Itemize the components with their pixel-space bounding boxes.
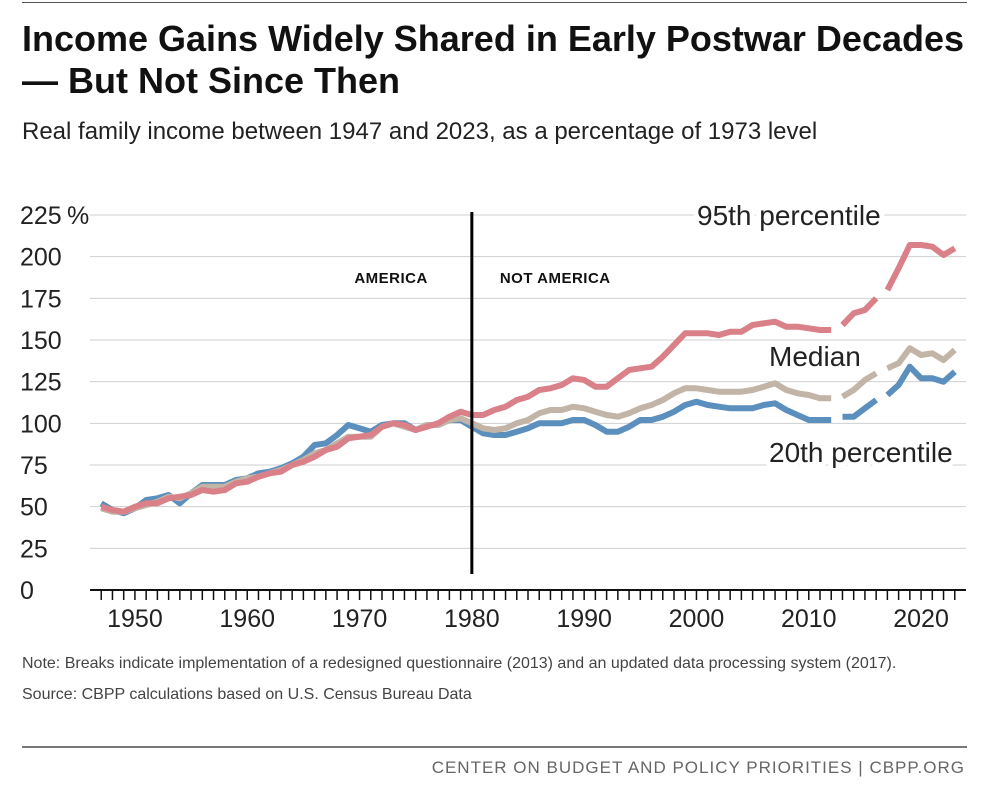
y-tick-label: 25 [20, 535, 48, 563]
bottom-rule [22, 746, 967, 748]
series-line-median-seg2 [886, 345, 957, 372]
y-axis-labels: 0 25 50 75 100 125 150 175 200 225% [20, 202, 89, 605]
x-tick-label: 1970 [332, 605, 388, 633]
x-tick-label: 2010 [781, 605, 837, 633]
series-line-median-seg1 [840, 370, 878, 400]
series-label-halo-95th-percentile: 95th percentile [697, 200, 881, 231]
y-tick-label: 75 [20, 452, 48, 480]
y-tick-label: 175 [20, 285, 62, 313]
x-tick-label: 2020 [893, 605, 949, 633]
series-line-95th-percentile-seg2 [884, 242, 957, 292]
y-unit-label: % [67, 202, 89, 230]
y-tick-label: 225 [20, 202, 62, 230]
series-line-95th-percentile-seg1 [840, 296, 879, 328]
series-line-median-seg0 [100, 380, 832, 515]
series-label-halo-median: Median [769, 341, 861, 372]
x-axis: 1950 1960 1970 1980 1990 2000 2010 2020 [90, 589, 966, 633]
series-label-20th-percentile: 20th percentile [769, 437, 953, 468]
x-tick-label: 1980 [444, 605, 500, 633]
footer-credit: CENTER ON BUDGET AND POLICY PRIORITIES |… [431, 758, 965, 777]
source-text: Source: CBPP calculations based on U.S. … [22, 686, 472, 703]
divider-right-label: NOT AMERICA [500, 270, 611, 287]
note-text: Note: Breaks indicate implementation of … [22, 655, 897, 672]
notes-block: Note: Breaks indicate implementation of … [22, 652, 962, 714]
top-rule [22, 2, 967, 3]
series-label-95th-percentile: 95th percentile [697, 200, 881, 231]
chart-title: Income Gains Widely Shared in Early Post… [22, 18, 965, 101]
series-line-20th-percentile-seg2 [885, 363, 957, 398]
series-line-20th-percentile-seg1 [842, 397, 878, 420]
x-tick-label: 1960 [219, 605, 275, 633]
y-tick-label: 150 [20, 327, 62, 355]
series-line-95th-percentile-seg0 [100, 318, 832, 515]
y-tick-label: 125 [20, 369, 62, 397]
grid-lines [90, 214, 966, 549]
series-label-median: Median [769, 341, 861, 372]
divider-left-label: AMERICA [354, 270, 428, 287]
y-tick-label: 100 [20, 410, 62, 438]
chart-subtitle: Real family income between 1947 and 2023… [22, 118, 818, 145]
x-tick-label: 1950 [107, 605, 163, 633]
x-tick-label: 1990 [556, 605, 612, 633]
series-lines [99, 242, 957, 517]
y-tick-label: 200 [20, 244, 62, 272]
y-tick-label: 50 [20, 494, 48, 522]
y-tick-label: 0 [20, 577, 34, 605]
series-label-halo-20th-percentile: 20th percentile [769, 437, 953, 468]
x-tick-label: 2000 [669, 605, 725, 633]
